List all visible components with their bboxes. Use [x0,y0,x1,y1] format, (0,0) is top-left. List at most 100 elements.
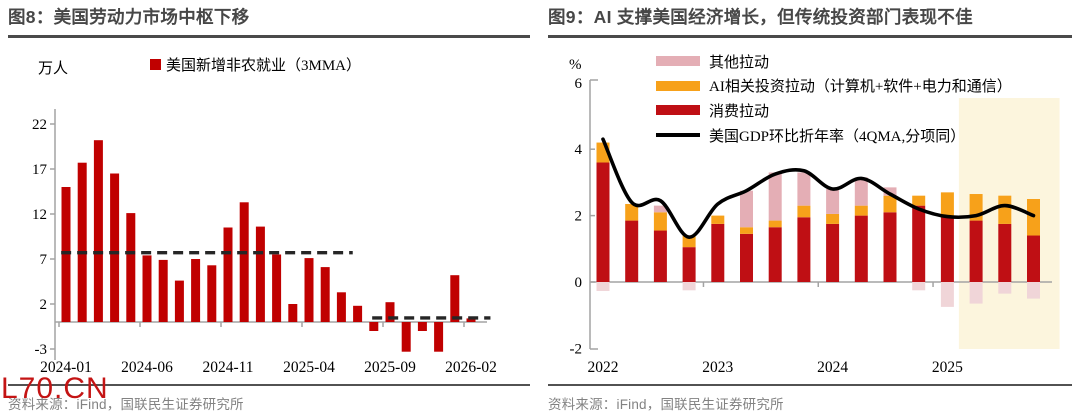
consumption-segment-2025Q2 [969,220,983,282]
x-tick-label: 2024 [817,359,848,376]
figure9-source: 资料来源：iFind，国联民生证券研究所 [548,384,1072,413]
nonfarm-bar-2025-12 [434,322,444,352]
nonfarm-bar-2024-08 [174,280,184,322]
y-tick-label: -2 [570,341,583,357]
nonfarm-bar-2024-07 [158,259,168,322]
figure8-source: 资料来源：iFind，国联民生证券研究所 [8,384,530,413]
other-segment-2025Q2 [969,282,983,304]
legend-label: 美国新增非农就业（3MMA） [166,57,362,74]
nonfarm-bar-2025-07 [353,305,363,322]
other-segment-2024Q2 [854,177,868,206]
ai-investment-segment-2025Q3 [998,195,1012,224]
ai-investment-segment-2022Q3 [653,212,667,231]
y-tick-label: 22 [32,117,47,133]
figure9-unit-label: % [569,57,582,73]
legend-label: AI相关投资拉动（计算机+软件+电力和通信） [709,79,1012,96]
other-segment-2023Q4 [797,172,811,206]
x-tick-label: 2022 [588,359,619,376]
other-segment-2022Q1 [596,282,610,291]
bar-swatch [656,105,700,116]
legend-label: 美国GDP环比折年率（4QMA,分项同） [709,128,966,145]
nonfarm-bar-2024-04 [110,173,120,322]
nonfarm-bar-2024-10 [207,265,217,322]
x-tick-label: 2025 [932,359,963,376]
nonfarm-bar-2024-12 [239,202,249,322]
x-tick-label: 2026-02 [445,359,497,376]
nonfarm-bar-2025-06 [336,292,346,322]
other-segment-2022Q3 [653,205,667,213]
ai-investment-segment-2023Q2 [740,227,753,234]
other-segment-2025Q4 [1027,282,1040,299]
nonfarm-bar-2025-02 [272,254,282,322]
legend-item-1: AI相关投资拉动（计算机+软件+电力和通信） [656,76,1012,96]
y-tick-label: 2 [40,297,48,313]
y-tick-label: 17 [32,162,48,178]
legend-label: 消费拉动 [709,103,770,120]
x-tick-label: 2024-06 [121,359,173,376]
other-segment-2025Q3 [998,282,1012,294]
consumption-segment-2022Q3 [653,230,667,282]
other-segment-2024Q4 [912,282,926,291]
nonfarm-bar-2025-08 [369,322,379,331]
consumption-segment-2022Q1 [596,162,610,282]
legend-item-3: 美国GDP环比折年率（4QMA,分项同） [656,125,965,145]
ai-investment-segment-2024Q3 [883,195,897,213]
consumption-segment-2025Q4 [1027,235,1040,282]
figure8-unit-label: 万人 [38,61,69,77]
x-tick-label: 2025-04 [283,359,335,376]
nonfarm-bar-2025-10 [401,322,411,352]
x-tick-label: 2024-01 [40,359,92,376]
nonfarm-bar-2025-05 [320,267,330,322]
bar-swatch [656,56,700,66]
y-tick-label: 6 [575,76,583,92]
consumption-segment-2023Q2 [740,233,753,282]
ai-investment-segment-2024Q4 [912,195,926,206]
nonfarm-bar-2026-02 [466,318,476,322]
nonfarm-bar-2024-06 [142,255,152,322]
consumption-segment-2023Q4 [797,217,811,282]
other-segment-2025Q1 [940,282,954,307]
legend-label: 其他拉动 [709,54,770,71]
y-tick-label: 7 [40,252,48,268]
other-segment-2024Q3 [883,187,897,196]
other-segment-2023Q2 [740,190,753,228]
y-tick-label: 2 [575,209,583,225]
watermark: L70.CN [1,372,109,405]
figure8-title: 图8：美国劳动力市场中枢下移 [8,6,530,38]
consumption-segment-2024Q4 [912,205,926,282]
nonfarm-bar-2025-03 [288,304,298,322]
nonfarm-bar-2025-01 [255,226,265,322]
legend-item-0: 美国新增非农就业（3MMA） [150,54,361,74]
consumption-segment-2022Q4 [682,247,696,282]
ai-investment-segment-2025Q1 [940,192,954,218]
figure9-title: 图9：AI 支撑美国经济增长，但传统投资部门表现不佳 [548,6,1072,38]
consumption-segment-2024Q1 [826,223,840,282]
consumption-segment-2023Q1 [711,223,725,282]
y-tick-label: 0 [575,275,583,291]
consumption-segment-2024Q2 [854,215,868,282]
nonfarm-bar-2024-02 [77,162,87,322]
ai-investment-segment-2023Q3 [768,220,782,228]
legend-item-0: 其他拉动 [656,51,769,71]
nonfarm-bar-2025-04 [304,258,314,322]
x-tick-label: 2023 [702,359,733,376]
ai-investment-segment-2022Q2 [625,203,639,221]
ai-investment-segment-2022Q4 [682,235,696,248]
consumption-segment-2025Q3 [998,223,1012,282]
nonfarm-bar-2025-09 [385,302,395,322]
y-tick-label: -3 [35,342,48,358]
line-swatch [656,133,700,137]
consumption-segment-2023Q3 [768,227,782,282]
x-tick-label: 2024-11 [202,359,253,376]
nonfarm-bar-2024-05 [126,213,136,322]
consumption-segment-2024Q3 [883,212,897,282]
nonfarm-bar-2024-09 [191,259,201,322]
nonfarm-bar-2025-11 [417,322,427,331]
legend-item-2: 消费拉动 [656,100,769,120]
bar-swatch [656,80,700,91]
figure8-panel: 图8：美国劳动力市场中枢下移 万人 美国新增非农就业（3MMA） 22 17 12 7… [8,6,530,413]
other-segment-2023Q3 [768,172,782,221]
nonfarm-bar-2024-03 [93,140,103,322]
ai-investment-segment-2023Q4 [797,205,811,218]
nonfarm-bar-2026-01 [450,275,460,322]
